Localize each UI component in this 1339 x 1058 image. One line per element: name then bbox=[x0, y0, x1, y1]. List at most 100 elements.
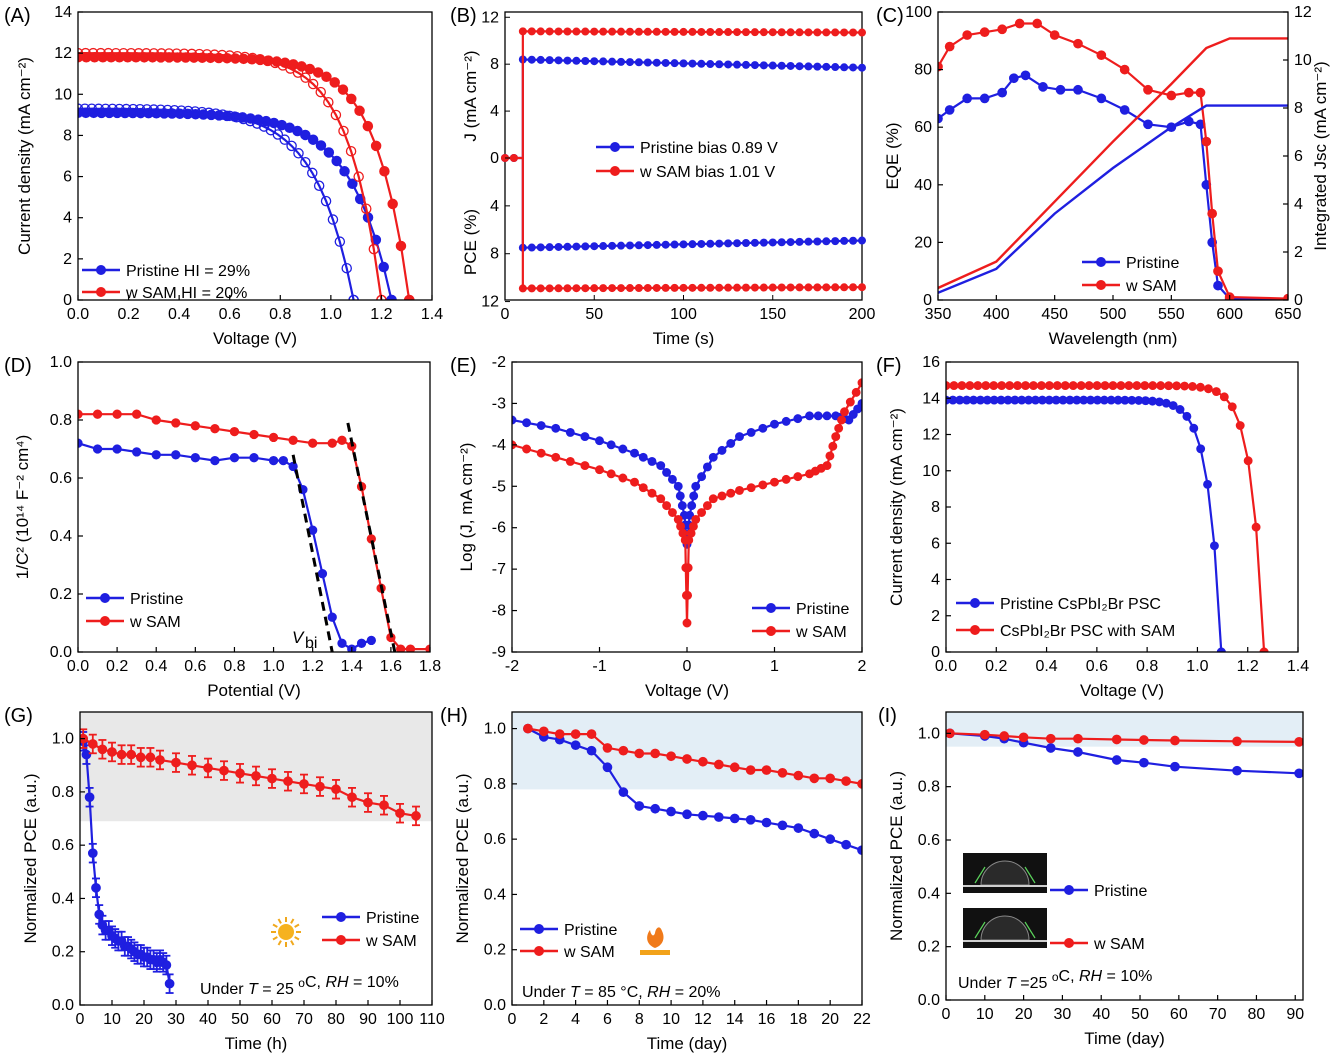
data-point bbox=[831, 237, 840, 246]
data-point bbox=[706, 27, 715, 36]
data-point bbox=[841, 776, 851, 786]
data-point bbox=[347, 178, 358, 190]
data-point bbox=[759, 61, 768, 70]
data-point bbox=[536, 284, 545, 293]
data-point bbox=[724, 283, 733, 292]
x-tick-label: 0 bbox=[501, 306, 510, 323]
x-tick-label: 8 bbox=[635, 1011, 644, 1028]
data-point bbox=[735, 485, 744, 495]
data-point bbox=[1132, 381, 1142, 391]
data-point bbox=[1216, 647, 1226, 652]
fit-line bbox=[346, 422, 397, 652]
data-point bbox=[232, 50, 243, 62]
data-point bbox=[293, 148, 304, 159]
y-tick-label: 0.8 bbox=[52, 784, 74, 801]
data-point bbox=[822, 28, 831, 37]
legend-label: Pristine bbox=[366, 910, 419, 927]
data-point bbox=[777, 61, 786, 70]
data-point bbox=[677, 501, 687, 511]
data-point bbox=[527, 243, 536, 252]
data-point bbox=[625, 58, 634, 67]
data-point bbox=[1232, 736, 1242, 747]
vbi-annotation: V bbox=[292, 628, 305, 647]
data-point bbox=[145, 752, 156, 763]
data-point bbox=[239, 51, 251, 63]
x-tick-label: 90 bbox=[359, 1011, 377, 1028]
data-point bbox=[673, 481, 683, 491]
data-point bbox=[370, 140, 382, 152]
data-point bbox=[127, 103, 139, 115]
data-point bbox=[1195, 382, 1205, 392]
y-tick-label: 8 bbox=[1294, 100, 1303, 117]
data-point bbox=[661, 58, 670, 67]
data-point bbox=[132, 409, 142, 419]
y-tick-label: 40 bbox=[914, 177, 932, 194]
data-point bbox=[813, 411, 823, 421]
data-point bbox=[148, 104, 160, 115]
y-tick-label: 60 bbox=[914, 119, 932, 136]
data-point bbox=[307, 78, 319, 90]
data-point bbox=[156, 48, 167, 59]
y-tick-label: 6 bbox=[63, 169, 72, 186]
data-point bbox=[327, 438, 337, 448]
data-point bbox=[849, 63, 858, 72]
data-point bbox=[87, 47, 99, 59]
data-point bbox=[216, 49, 228, 61]
data-point bbox=[523, 723, 533, 734]
data-point bbox=[809, 773, 820, 784]
plot-area bbox=[523, 723, 862, 856]
data-point bbox=[329, 77, 340, 88]
data-point bbox=[1045, 743, 1056, 753]
data-point bbox=[148, 48, 160, 59]
chart-a: 0.0 0.2 0.4 0.6 0.8 1.0 1.2 1.4 0 2 4 6 8 10 12 14 Volta… bbox=[15, 4, 443, 348]
data-point bbox=[317, 569, 328, 579]
data-point bbox=[1180, 381, 1189, 391]
data-point bbox=[729, 762, 740, 773]
data-point bbox=[1213, 266, 1223, 277]
y-tick-label: 0 bbox=[931, 644, 940, 661]
data-point bbox=[786, 283, 795, 292]
sun-icon bbox=[271, 917, 301, 947]
data-point bbox=[667, 508, 677, 517]
data-point bbox=[949, 381, 959, 391]
sun-ray bbox=[290, 918, 295, 924]
data-point bbox=[599, 27, 608, 36]
x-tick-label: 90 bbox=[1286, 1006, 1304, 1023]
data-point bbox=[590, 284, 599, 293]
data-point bbox=[219, 765, 229, 776]
data-point bbox=[169, 105, 180, 116]
y-tick-label: 12 bbox=[481, 9, 499, 26]
data-point bbox=[107, 103, 118, 115]
y-tick-label: 14 bbox=[54, 4, 72, 21]
data-point bbox=[1049, 30, 1060, 40]
x-tick-label: 100 bbox=[387, 1011, 414, 1028]
data-point bbox=[715, 60, 724, 69]
data-point bbox=[741, 28, 750, 37]
y-tick-label: 8 bbox=[490, 56, 499, 73]
data-point bbox=[735, 432, 744, 442]
data-point bbox=[1294, 737, 1303, 747]
y-tick-label: 0.6 bbox=[52, 837, 74, 854]
y-tick-label: 0.6 bbox=[918, 832, 940, 849]
legend-marker bbox=[96, 287, 106, 297]
data-point bbox=[638, 483, 648, 493]
data-point bbox=[379, 800, 389, 811]
data-point bbox=[858, 28, 866, 37]
data-point bbox=[831, 432, 841, 442]
data-point bbox=[702, 462, 712, 472]
x-axis-label: Wavelength (nm) bbox=[1049, 329, 1178, 348]
data-point bbox=[602, 743, 613, 753]
data-point bbox=[746, 483, 756, 493]
data-point bbox=[647, 456, 657, 466]
data-point bbox=[845, 397, 855, 407]
y-tick-label: 2 bbox=[931, 608, 940, 625]
x-axis-label: Voltage (V) bbox=[213, 329, 297, 348]
x-tick-label: 10 bbox=[976, 1006, 994, 1023]
legend-marker bbox=[100, 593, 110, 603]
data-point bbox=[726, 439, 736, 448]
data-point bbox=[288, 435, 298, 445]
sun-ray bbox=[272, 936, 278, 941]
legend-label: w SAM bias 1.01 V bbox=[639, 164, 776, 181]
data-point bbox=[1143, 119, 1153, 130]
data-point bbox=[777, 767, 788, 778]
